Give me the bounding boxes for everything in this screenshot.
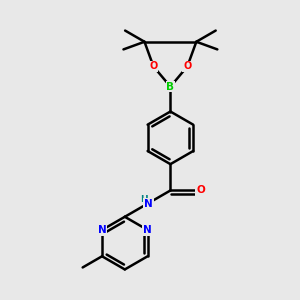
Text: O: O [183, 61, 191, 71]
Text: O: O [196, 185, 205, 195]
Text: N: N [98, 225, 106, 235]
Text: H: H [140, 195, 148, 204]
Text: O: O [149, 61, 158, 71]
Text: N: N [143, 225, 152, 235]
Text: B: B [167, 82, 174, 92]
Text: N: N [144, 199, 153, 208]
